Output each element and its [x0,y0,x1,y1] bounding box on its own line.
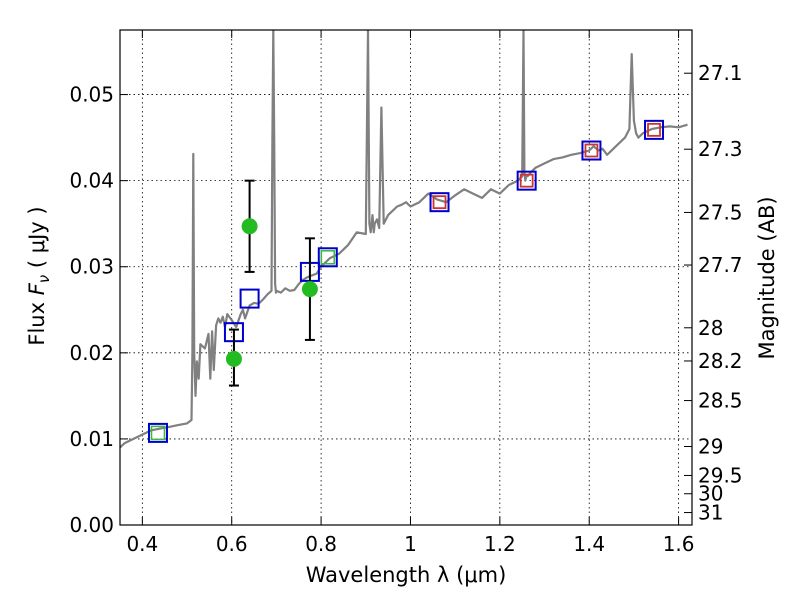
right-tick-label: 29 [698,434,723,458]
photometry-square [150,425,166,441]
photometry-square [432,195,447,210]
photometry-square [317,247,338,268]
photometry-square [516,170,537,191]
right-tick-label: 29.5 [698,463,743,487]
right-tick-label: 28 [698,316,723,340]
photometry-square [239,288,260,309]
x-tick-label: 1 [404,532,417,556]
x-tick-label: 0.6 [216,532,248,556]
plot-frame [119,29,693,526]
y-axis-title-suffix: ( μJy ) [25,206,49,274]
right-tick-label: 31 [698,501,723,525]
y-tick-label: 0.04 [69,169,114,193]
photometry-square [647,122,661,137]
spectrum-line [120,30,688,449]
y-tick-label: 0.02 [69,341,114,365]
x-tick-label: 1.6 [663,532,695,556]
photometry-square [147,422,168,443]
right-tick-label: 27.3 [698,137,743,161]
x-tick-label: 0.8 [305,532,337,556]
right-tick-label: 27.5 [698,200,743,224]
y-tick-label: 0.03 [69,255,114,279]
grid-lines [120,30,692,526]
right-tick-label: 27.1 [698,61,743,85]
photometry-square [320,249,336,265]
observed-point [301,281,318,298]
y-axis-title-subscript: ν [35,275,53,283]
y-axis-title-prefix: Flux [25,295,49,345]
photometry-square [584,143,599,158]
photometry-square [581,140,602,161]
x-tick-label: 1.4 [573,532,605,556]
right-tick-label: 28.5 [698,389,743,413]
right-tick-label: 30 [698,482,723,506]
y-tick-label: 0.01 [69,427,114,451]
photometry-square [519,173,534,188]
y-axis-title: Flux Fν ( μJy ) [25,206,53,345]
markers [147,119,665,443]
x-axis-title: Wavelength λ (μm) [306,563,507,587]
right-axis-title: Magnitude (AB) [755,196,779,359]
photometry-square [429,192,450,213]
axis-ticks: 0.4 0.6 0.8 1 1.2 1.4 1.6 0.00 0.01 0.02 0.03 0.04 0… [69,30,743,556]
photometry-square [644,119,665,140]
right-tick-label: 28.2 [698,349,743,373]
y-axis-title-symbol: F [25,282,49,295]
observed-point [241,218,258,235]
y-tick-label: 0.05 [69,83,114,107]
observed-point [225,350,242,367]
plot-area [120,30,688,449]
x-tick-label: 0.4 [126,532,158,556]
x-tick-label: 1.2 [484,532,516,556]
right-tick-label: 27.7 [698,253,743,277]
y-tick-label: 0.00 [69,513,114,537]
